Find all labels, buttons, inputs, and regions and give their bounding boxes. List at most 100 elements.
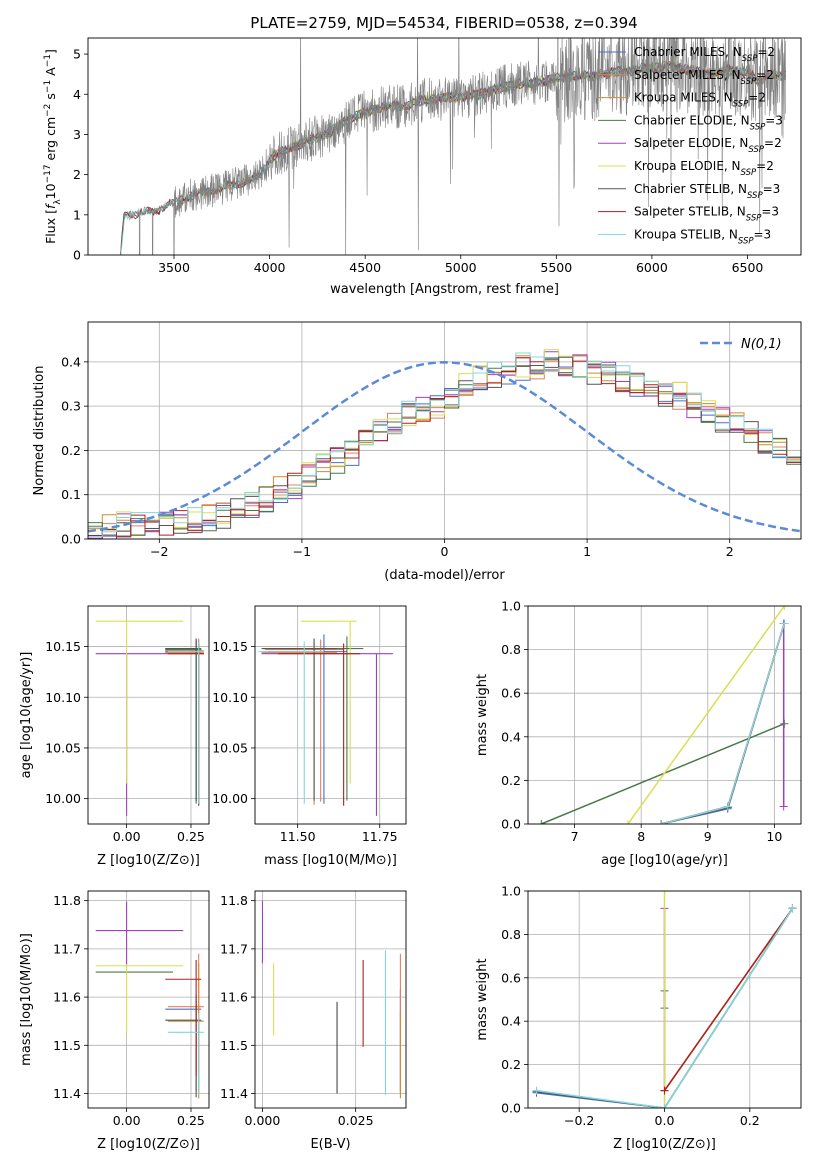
y-tick-label: 2 — [73, 167, 81, 182]
x-tick-label: 10 — [766, 829, 782, 844]
legend-label: Chabrier MILES, NSSP=2 — [634, 45, 775, 64]
legend-label: Kroupa STELIB, NSSP=3 — [634, 227, 771, 246]
y-axis-label-part: 10 — [43, 183, 58, 199]
legend-label-tail: =2 — [764, 136, 782, 150]
residual-histogram — [88, 351, 801, 539]
y-tick-label: 0.8 — [501, 927, 521, 942]
x-axis-label: E(B-V) — [310, 1137, 350, 1152]
y-tick-label: 11.4 — [220, 1086, 248, 1101]
legend-label-main: Salpeter STELIB, N — [634, 205, 746, 219]
x-tick-label: 8 — [637, 829, 645, 844]
y-tick-label: 11.7 — [53, 941, 81, 956]
x-axis-label: Z [log10(Z/Z⊙)] — [97, 853, 200, 868]
mass-weight-marker — [660, 891, 669, 895]
legend-label-main: Kroupa STELIB, N — [634, 227, 738, 241]
age_vs_mass-panel: 11.50 11.75 10.00 10.05 10.10 10.15 mass [log1… — [212, 605, 407, 868]
mass-weight-marker — [780, 606, 789, 610]
x-tick-label: 7 — [571, 829, 579, 844]
mass-weight-line — [536, 907, 794, 1108]
y-axis-label-part: Flux [ — [43, 209, 58, 244]
x-axis-label: age [log10(age/yr)] — [601, 853, 728, 868]
x-axis-label: Z [log10(Z/Z⊙)] — [613, 1137, 716, 1152]
y-tick-label: 11.8 — [53, 893, 81, 908]
mass-weight-line — [541, 723, 785, 824]
x-tick-label: 4000 — [254, 260, 286, 275]
mw_vs_age-plot-area — [537, 606, 789, 824]
y-tick-label: 5 — [73, 47, 81, 62]
y-tick-label: 11.5 — [220, 1038, 248, 1053]
y-tick-label: 0.2 — [61, 443, 81, 458]
legend-label-main: Kroupa MILES, N — [634, 91, 733, 105]
y-tick-label: 0.0 — [501, 1101, 521, 1116]
x-axis-label: mass [log10(M/M⊙)] — [264, 853, 397, 868]
y-tick-label: 0.6 — [501, 970, 521, 985]
mass-weight-marker — [788, 904, 797, 913]
legend-label-sub: SSP — [741, 168, 757, 178]
age_vs_mass-plot-area — [258, 620, 393, 816]
mass-weight-line — [661, 623, 786, 824]
legend-label-sub: SSP — [741, 77, 757, 87]
y-axis-label: mass weight — [475, 958, 490, 1040]
x-tick-label: 0.25 — [177, 1113, 205, 1128]
y-tick-label: 0.0 — [61, 532, 81, 547]
y-tick-label: 10.00 — [45, 791, 81, 806]
residual-histogram — [88, 355, 801, 530]
mass_vs_Z-plot-area — [95, 901, 204, 1099]
mass-weight-line — [627, 606, 786, 824]
legend-label-tail: =3 — [754, 227, 772, 241]
axes-frame — [527, 605, 802, 825]
y-tick-label: 10.05 — [45, 740, 81, 755]
spectrum-panel: 3500 4000 4500 5000 5500 6000 6500 0 1 2 3 4 5 wavele… — [43, 37, 802, 297]
x-tick-label: 1 — [583, 544, 591, 559]
legend-label: Kroupa MILES, NSSP=2 — [634, 91, 766, 110]
y-axis-label-part: −17 — [43, 164, 53, 183]
y-tick-label: 0.4 — [61, 354, 81, 369]
y-tick-label: 10.00 — [212, 791, 248, 806]
x-axis-label: (data-model)/error — [384, 568, 505, 583]
age_vs_Z-plot-area — [95, 620, 204, 816]
y-axis-label-part: erg cm — [43, 117, 58, 165]
x-axis-label: wavelength [Angstrom, rest frame] — [330, 282, 559, 297]
y-tick-label: 11.5 — [53, 1038, 81, 1053]
y-axis-label-part: λ — [53, 199, 63, 205]
legend-label-tail: =3 — [763, 182, 781, 196]
y-tick-label: 0.2 — [501, 1057, 521, 1072]
mass-weight-line — [661, 623, 786, 824]
legend-label: Salpeter ELODIE, NSSP=2 — [634, 136, 782, 155]
x-tick-label: 4500 — [349, 260, 381, 275]
x-tick-label: 0.000 — [245, 1113, 281, 1128]
legend-label: Kroupa ELODIE, NSSP=2 — [634, 159, 774, 178]
legend-label-sub: SSP — [733, 100, 749, 110]
x-tick-label: −0.2 — [564, 1113, 594, 1128]
spectrum-plot-area — [120, 38, 787, 255]
residuals-panel: −2 −1 0 1 2 0.0 0.1 0.2 0.3 0.4 (data-model)/error… — [32, 321, 802, 583]
x-tick-label: 2 — [726, 544, 734, 559]
x-tick-label: −1 — [293, 544, 311, 559]
figure-title: PLATE=2759, MJD=54534, FIBERID=0538, z=0… — [250, 14, 637, 32]
y-tick-label: 0.4 — [501, 729, 521, 744]
axes-frame — [87, 37, 802, 256]
legend-label-main: Chabrier ELODIE, N — [634, 113, 750, 127]
legend-label-main: Salpeter MILES, N — [634, 68, 741, 82]
residual-histogram — [88, 352, 801, 538]
x-tick-label: 0.025 — [338, 1113, 374, 1128]
y-tick-label: 1 — [73, 207, 81, 222]
legend-label-tail: =3 — [761, 205, 779, 219]
x-tick-label: 0 — [441, 544, 449, 559]
y-axis-label: age [log10(age/yr)] — [19, 652, 34, 779]
legend-label-sub: SSP — [742, 54, 758, 64]
residual-histogram — [88, 349, 801, 535]
y-axis-label-part: −1 — [43, 80, 53, 93]
legend-label-main: Chabrier MILES, N — [634, 45, 742, 59]
y-tick-label: 0.8 — [501, 642, 521, 657]
legend-label-main: Salpeter ELODIE, N — [634, 136, 748, 150]
axes-frame — [254, 890, 407, 1109]
mass-weight-marker — [623, 820, 632, 824]
y-tick-label: 11.4 — [53, 1086, 81, 1101]
y-axis-label-part: f — [43, 203, 58, 209]
x-tick-label: 3500 — [158, 260, 190, 275]
mw_vs_Z-plot-area — [532, 891, 797, 1108]
y-tick-label: 0.4 — [501, 1014, 521, 1029]
